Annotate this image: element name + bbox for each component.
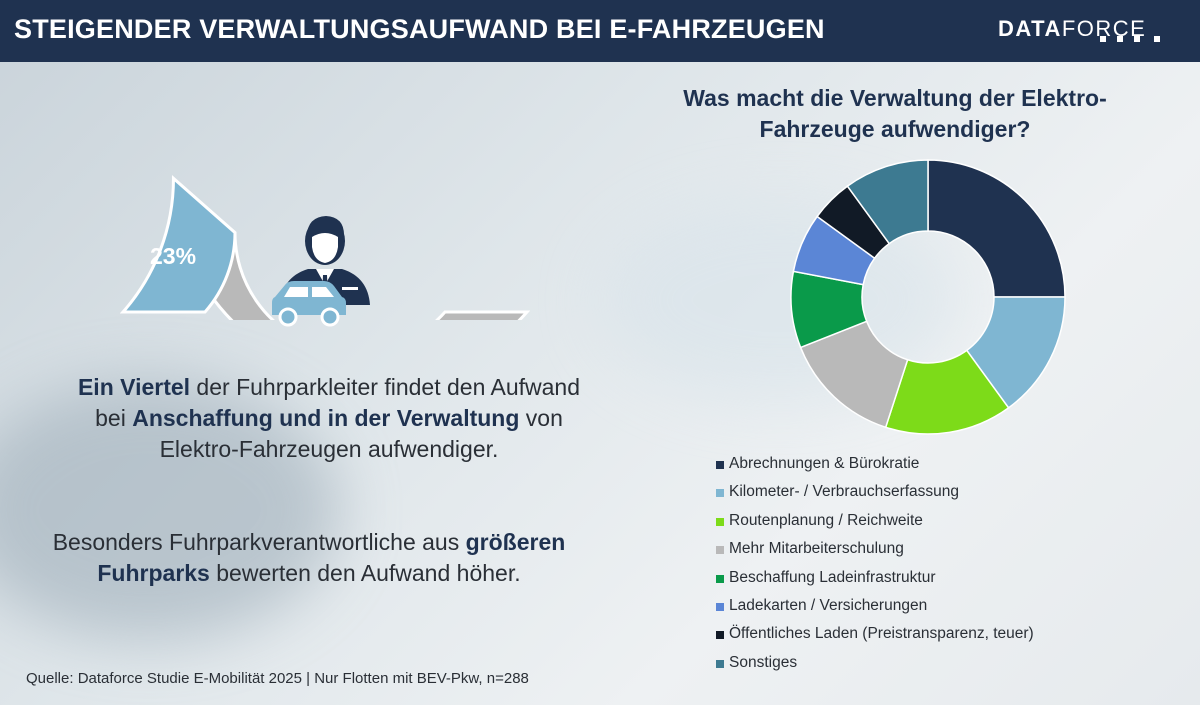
background-blur-left — [0, 380, 340, 640]
statement-primary-bold-1: Ein Viertel — [77, 374, 191, 400]
gauge-value-label: 23% — [150, 243, 197, 269]
legend-swatch — [716, 489, 724, 498]
donut-slice-8 — [846, 159, 929, 245]
page-title: STEIGENDER VERWALTUNGSAUFWAND BEI E-FAHR… — [14, 14, 825, 44]
legend-label: Abrechnungen & Bürokratie — [729, 455, 920, 472]
gauge-value-segment — [120, 175, 237, 314]
legend-label: Ladekarten / Versicherungen — [729, 596, 928, 614]
statement-primary: Ein Viertel der Fuhrparkleiter findet de… — [70, 372, 588, 465]
gauge-chart — [120, 175, 530, 320]
dataforce-logo: DATAFORCE — [998, 16, 1146, 42]
legend-swatch — [716, 631, 724, 640]
statement-primary-bold-2: Anschaffung und in der Verwaltung — [132, 405, 520, 431]
header-bar: STEIGENDER VERWALTUNGSAUFWAND BEI E-FAHR… — [0, 0, 1200, 62]
statement-secondary: Besonders Fuhrparkverantwortliche aus gr… — [50, 527, 568, 589]
legend-label: Mehr Mitarbeiterschulung — [729, 540, 904, 558]
legend-label: Sonstiges — [729, 653, 798, 671]
donut-chart — [790, 159, 1066, 435]
source-note: Quelle: Dataforce Studie E-Mobilität 202… — [26, 670, 529, 687]
donut-slice-1 — [927, 159, 1066, 298]
statement-secondary-text-2: bewerten den Aufwand höher. — [209, 560, 521, 586]
gauge-rest-segment — [171, 175, 530, 320]
statement-primary-text-1: der Fuhrparkleiter findet den Aufwand be… — [95, 374, 581, 431]
legend-swatch — [716, 602, 724, 611]
chart-title: Was macht die Verwaltung der Elektro-Fah… — [683, 85, 1107, 142]
legend-label: Beschaffung Ladeinfrastruktur — [729, 568, 936, 586]
legend-swatch — [716, 461, 724, 469]
logo-text-bold: DATA — [998, 16, 1062, 41]
legend-swatch — [716, 546, 724, 555]
statement-secondary-text-1: Besonders Fuhrparkverantwortliche aus — [52, 529, 466, 555]
fleet-manager-icon — [272, 216, 370, 327]
legend-swatch — [716, 574, 724, 583]
legend-label: Routenplanung / Reichweite — [729, 511, 923, 529]
legend-label: Öffentliches Laden (Preistransparenz, te… — [729, 625, 1034, 643]
legend-swatch — [716, 659, 724, 668]
statement-secondary-bold-1: größeren Fuhrparks — [97, 529, 566, 586]
statement-primary-text-2: von Elektro-Fahrzeugen aufwendiger. — [159, 405, 563, 462]
legend-swatch — [716, 517, 724, 526]
legend-label: Kilometer- / Verbrauchserfassung — [729, 483, 960, 501]
